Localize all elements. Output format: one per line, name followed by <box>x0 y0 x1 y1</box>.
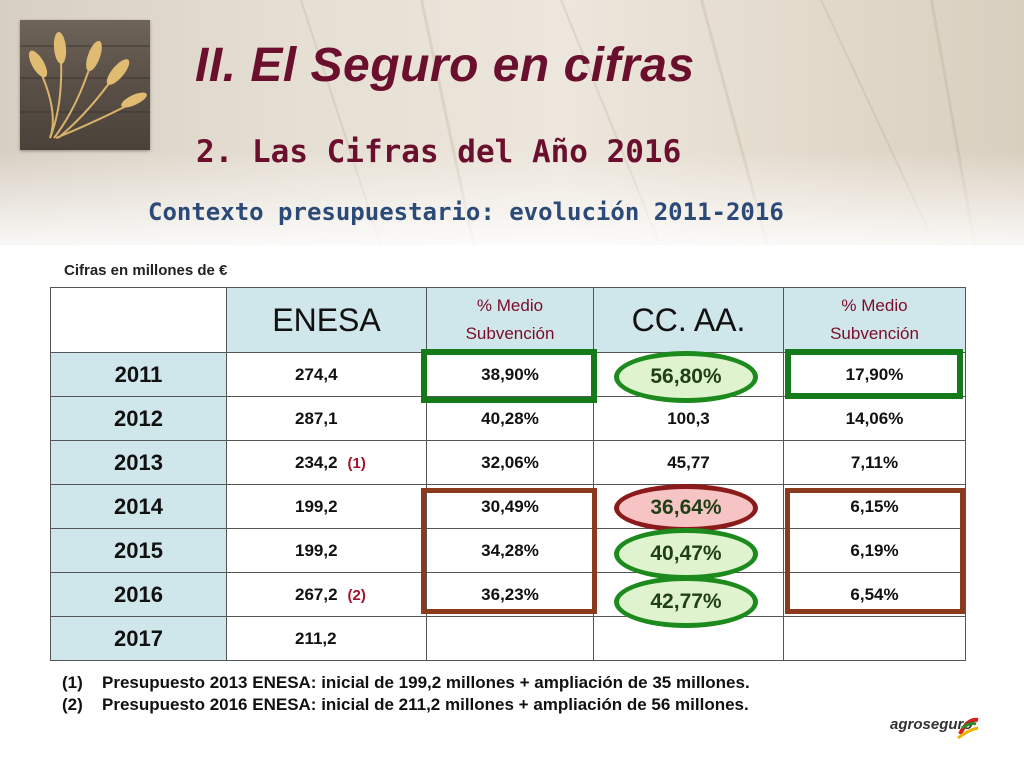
enesa-cell: 211,2 <box>226 616 427 661</box>
budget-table: ENESA % Medio Subvención CC. AA. % Medio… <box>50 287 966 661</box>
table-row: 2012 287,1 40,28% 100,3 14,06% <box>50 396 966 441</box>
enesa-cell: 234,2 (1) <box>226 440 427 485</box>
pct-ccaa-cell: 6,54% <box>783 572 966 617</box>
footnotes: (1) Presupuesto 2013 ENESA: inicial de 19… <box>62 672 750 716</box>
header-blank-cell <box>50 287 227 353</box>
agroseguro-logo-icon <box>957 717 979 740</box>
header-enesa: ENESA <box>226 287 427 353</box>
slide-title: II. El Seguro en cifras <box>195 39 695 92</box>
pct-enesa-cell: 40,28% <box>426 396 594 441</box>
header-ccaa: CC. AA. <box>593 287 784 353</box>
year-cell: 2012 <box>50 396 227 441</box>
enesa-value: 211,2 <box>295 628 337 648</box>
ccaa-cell: 45,77 <box>593 440 784 485</box>
footnote-ref: (2) <box>347 586 366 604</box>
footnote-ref: (1) <box>347 454 366 472</box>
pct-ccaa-cell: 6,19% <box>783 528 966 573</box>
enesa-value: 267,2 <box>295 584 338 604</box>
enesa-cell: 274,4 <box>226 352 427 397</box>
pct-enesa-cell: 30,49% <box>426 484 594 529</box>
year-cell: 2016 <box>50 572 227 617</box>
oval-ccaa-2016: 42,77% <box>614 576 758 628</box>
agroseguro-logo: agroseguro <box>890 716 973 733</box>
enesa-value: 274,4 <box>295 364 338 384</box>
enesa-cell: 287,1 <box>226 396 427 441</box>
footnote-1: (1) Presupuesto 2013 ENESA: inicial de 19… <box>62 673 750 692</box>
pct-ccaa-cell: 17,90% <box>783 352 966 397</box>
ccaa-cell: 100,3 <box>593 396 784 441</box>
table-row: 2011 274,4 38,90% 17,90% <box>50 352 966 397</box>
pct-enesa-cell: 34,28% <box>426 528 594 573</box>
year-cell: 2013 <box>50 440 227 485</box>
wheat-image <box>20 20 150 150</box>
oval-ccaa-2014: 36,64% <box>614 484 758 532</box>
pct-enesa-cell: 32,06% <box>426 440 594 485</box>
pct-ccaa-cell: 14,06% <box>783 396 966 441</box>
year-cell: 2014 <box>50 484 227 529</box>
oval-ccaa-2015: 40,47% <box>614 528 758 580</box>
table-row: 2017 211,2 <box>50 616 966 661</box>
units-note: Cifras en millones de € <box>64 262 228 279</box>
header-pct-enesa: % Medio Subvención <box>426 287 594 353</box>
pct-enesa-cell: 38,90% <box>426 352 594 397</box>
section-heading: Contexto presupuestario: evolución 2011-… <box>148 198 784 226</box>
enesa-cell: 267,2 (2) <box>226 572 427 617</box>
pct-enesa-cell: 36,23% <box>426 572 594 617</box>
table-header-row: ENESA % Medio Subvención CC. AA. % Medio… <box>50 287 966 353</box>
year-cell: 2017 <box>50 616 227 661</box>
enesa-value: 287,1 <box>295 408 338 428</box>
enesa-cell: 199,2 <box>226 484 427 529</box>
pct-ccaa-cell <box>783 616 966 661</box>
table-row: 2016 267,2 (2) 36,23% 6,54% <box>50 572 966 617</box>
enesa-value: 234,2 <box>295 452 338 472</box>
header-background <box>0 0 1024 245</box>
table-row: 2013 234,2 (1) 32,06% 45,77 7,11% <box>50 440 966 485</box>
enesa-cell: 199,2 <box>226 528 427 573</box>
slide-subtitle: 2. Las Cifras del Año 2016 <box>196 134 682 170</box>
pct-ccaa-cell: 6,15% <box>783 484 966 529</box>
footnote-2: (2) Presupuesto 2016 ENESA: inicial de 21… <box>62 695 749 714</box>
oval-ccaa-2011: 56,80% <box>614 351 758 403</box>
enesa-value: 199,2 <box>295 540 338 560</box>
year-cell: 2011 <box>50 352 227 397</box>
enesa-value: 199,2 <box>295 496 338 516</box>
pct-ccaa-cell: 7,11% <box>783 440 966 485</box>
table-row: 2015 199,2 34,28% 6,19% <box>50 528 966 573</box>
pct-enesa-cell <box>426 616 594 661</box>
year-cell: 2015 <box>50 528 227 573</box>
header-pct-ccaa: % Medio Subvención <box>783 287 966 353</box>
table-row: 2014 199,2 30,49% 6,15% <box>50 484 966 529</box>
